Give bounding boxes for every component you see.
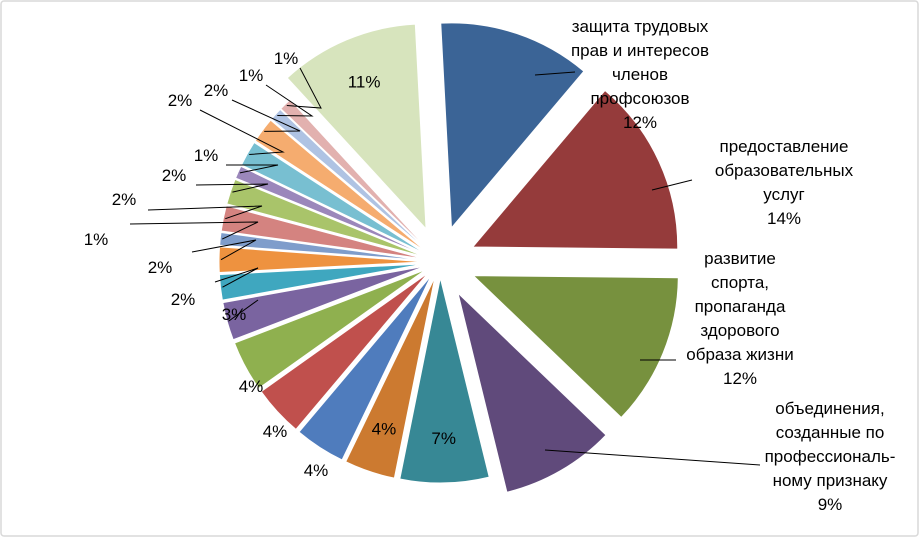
pie-slice-17 — [254, 119, 428, 253]
slice-label-11: 2% — [148, 258, 173, 277]
pie-slice-5 — [345, 276, 436, 479]
pie-slice-3 — [457, 291, 607, 493]
pie-slice-8 — [233, 269, 427, 390]
slice-label-5: 4% — [372, 420, 397, 439]
slice-label-2: развитие спорта, пропаганда здорового образа… — [686, 249, 793, 388]
pie-slice-12 — [219, 231, 425, 261]
leader-line-0 — [534, 71, 576, 76]
pie-slice-13 — [220, 205, 425, 260]
leader-line-10 — [214, 267, 259, 288]
slice-label-3: объединения, созданные по профессиональ-но… — [765, 399, 896, 514]
leader-line-3 — [544, 449, 761, 466]
slice-label-14: 2% — [162, 166, 187, 185]
slice-label-7: 4% — [263, 422, 288, 441]
slice-label-4: 7% — [431, 429, 456, 448]
pie-slices — [218, 22, 679, 493]
leader-line-17 — [231, 99, 301, 132]
slice-label-13: 2% — [112, 190, 137, 209]
slice-label-18: 1% — [239, 66, 264, 85]
leader-line-1 — [651, 179, 693, 191]
pie-slice-15 — [234, 165, 426, 256]
leader-line-9 — [227, 299, 259, 322]
pie-slice-20 — [286, 23, 427, 231]
leader-lines — [129, 67, 761, 466]
slice-label-0: защита трудовых прав и интересов членов про… — [571, 17, 709, 132]
pie-slice-19 — [280, 98, 430, 251]
leader-line-14 — [195, 183, 269, 193]
data-labels: защита трудовых прав и интересов членов про… — [84, 17, 896, 514]
pie-slice-18 — [270, 108, 429, 252]
leader-line-13 — [147, 205, 263, 220]
pie-slice-14 — [226, 178, 426, 258]
pie-slice-7 — [260, 272, 429, 431]
pie-slice-6 — [298, 275, 432, 461]
slice-label-1: предоставление образовательных услуг 14% — [715, 137, 854, 228]
slice-label-10: 2% — [171, 290, 196, 309]
slice-label-12: 1% — [84, 230, 109, 249]
slice-label-15: 1% — [194, 146, 219, 165]
slice-label-20: 11% — [348, 72, 381, 91]
slice-label-19: 1% — [274, 49, 299, 68]
leader-line-15 — [226, 164, 279, 174]
leader-line-16 — [199, 109, 285, 155]
pie-slice-9 — [222, 265, 425, 341]
pie-slice-2 — [472, 275, 679, 419]
leader-line-11 — [191, 239, 257, 261]
slice-label-6: 4% — [304, 461, 329, 480]
leader-line-18 — [265, 84, 314, 117]
slice-label-8: 4% — [239, 377, 264, 396]
leader-line-19 — [286, 67, 322, 109]
slice-label-17: 2% — [204, 81, 229, 100]
slice-label-9: 3% — [222, 305, 247, 324]
leader-line-12 — [129, 221, 259, 240]
slice-label-16: 2% — [168, 91, 193, 110]
pie-slice-10 — [218, 263, 425, 301]
pie-slice-4 — [399, 277, 490, 484]
pie-slice-1 — [471, 89, 679, 250]
